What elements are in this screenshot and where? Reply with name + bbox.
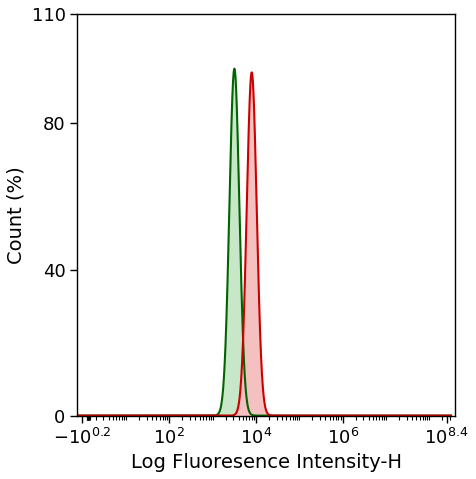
Y-axis label: Count (%): Count (%) [7,166,26,263]
X-axis label: Log Fluoresence Intensity-H: Log Fluoresence Intensity-H [131,453,402,472]
